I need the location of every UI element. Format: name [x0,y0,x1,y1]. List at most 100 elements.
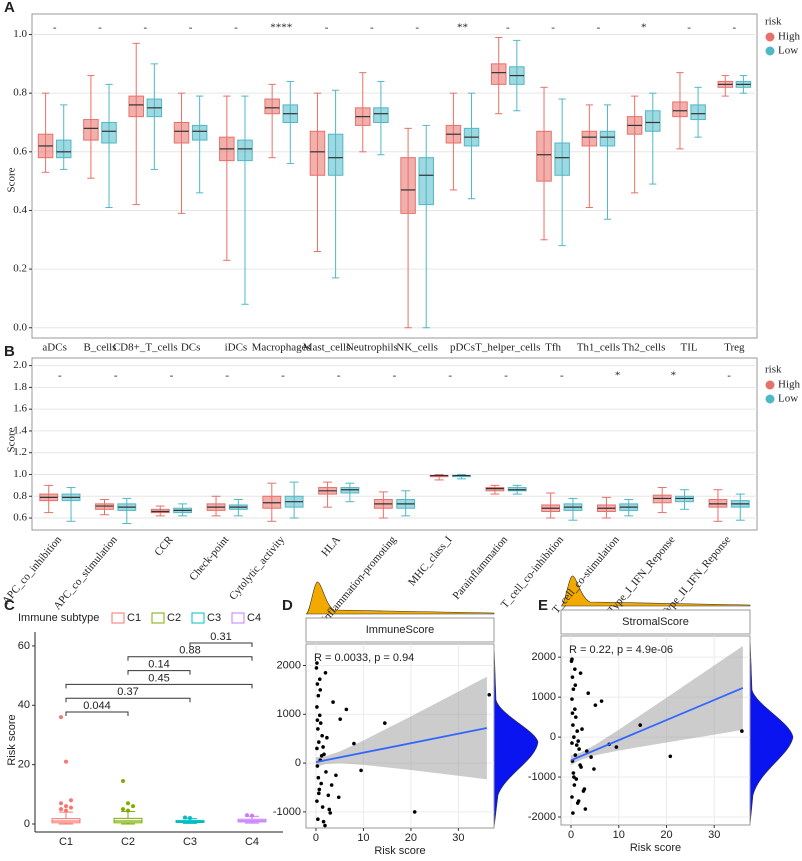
point [574,777,579,781]
x-tick-label: NK_cells [396,342,438,354]
confidence-band [571,645,743,766]
point [599,699,604,703]
comparison-bracket [65,683,253,689]
point [589,755,593,759]
y-tick-label: 0.6 [13,145,27,157]
y-tick-label: -1000 [528,771,556,783]
significance-label: - [325,22,329,34]
y-tick-label: 1.4 [13,424,27,436]
y-tick-label: 1.2 [13,446,27,458]
box [490,63,507,85]
y-tick-label: 60 [18,640,30,652]
density-right [749,635,794,826]
significance-label: - [687,22,691,34]
outlier [250,813,254,818]
x-tick-label: 20 [660,829,672,841]
point [315,682,320,686]
point [573,715,578,719]
significance-label: - [98,22,102,34]
significance-label: - [234,22,238,34]
outlier [121,778,125,783]
legend-label: High [778,379,801,391]
outlier [64,804,68,809]
point [571,723,575,727]
point [320,805,325,809]
point [319,753,324,758]
legend-title: risk [765,16,782,28]
point [582,787,587,791]
point [580,727,584,731]
x-tick-label: Th1_cells [577,342,620,354]
x-tick-label: Th2_cells [622,342,665,354]
x-tick-label: DCs [181,342,201,354]
panel-letter: E [538,597,548,614]
legend-swatch [765,46,775,56]
point [614,745,619,749]
significance-label: ** [457,22,468,34]
density-top [560,575,751,607]
outlier [131,804,135,809]
plot-border [31,13,758,339]
y-tick-label: -1000 [273,806,301,818]
annotation: R = 0.22, p = 4.9e-06 [569,644,673,656]
panel-letter: B [4,343,15,360]
outlier [59,715,63,720]
x-tick-label: C2 [121,836,135,848]
box [237,139,253,162]
x-tick-label: 0 [568,829,574,841]
box [101,121,117,144]
y-tick-label: 0.8 [13,87,27,99]
panel-letter: C [4,597,15,614]
fit-line [570,687,744,762]
y-tick-label: 1.6 [13,403,27,415]
x-tick-label: Macrophages [252,342,311,354]
x-tick-label: iDCs [225,342,248,354]
legend-swatch [765,32,775,42]
x-axis-title: Risk score [630,842,681,854]
annotation: R = 0.0033, p = 0.94 [314,652,414,664]
point [578,671,583,675]
point [593,703,598,707]
point [352,741,356,746]
point [573,683,578,687]
legend-swatch [151,612,165,624]
point [323,670,328,675]
box [672,101,688,118]
strip-title: ImmuneScore [366,624,434,636]
point [740,729,744,733]
point [338,717,342,721]
significance-label: **** [270,22,292,34]
point [317,787,322,792]
significance-label: * [671,370,677,382]
point [319,781,323,786]
outlier [245,813,249,818]
outlier [183,815,187,820]
plot-border [31,357,758,531]
point [572,775,576,779]
point [572,735,576,739]
point [326,793,331,798]
point [638,723,643,727]
point [572,783,577,787]
x-tick-label: 30 [452,832,464,844]
point [570,741,574,745]
point [316,775,321,780]
point [571,687,576,691]
outlier [64,808,68,813]
significance-label: - [114,370,118,382]
significance-label: - [58,370,62,382]
comparison-bracket [65,711,129,716]
point [315,705,319,709]
x-tick-label: B_cells [83,342,116,354]
box [327,133,344,176]
comparison-label: 0.37 [117,686,138,698]
outlier [64,759,68,764]
point [574,743,579,747]
y-tick-label: 1.0 [13,28,27,40]
significance-label: - [597,22,601,34]
point [570,697,574,701]
point [320,733,324,738]
point [317,713,322,718]
point [592,767,596,771]
